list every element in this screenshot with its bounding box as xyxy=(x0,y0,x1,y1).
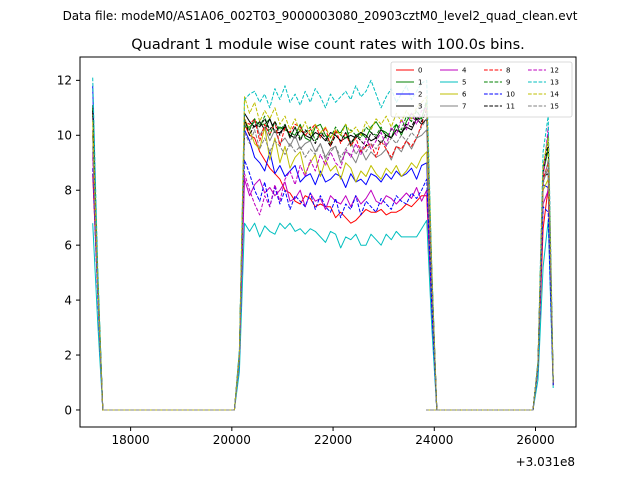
series-line-7 xyxy=(92,118,554,411)
legend-label-8: 8 xyxy=(506,67,510,75)
legend-label-7: 7 xyxy=(462,103,466,111)
legend-label-2: 2 xyxy=(418,91,422,99)
y-tick-label: 2 xyxy=(64,348,72,362)
chart-title: Quadrant 1 module wise count rates with … xyxy=(131,37,525,53)
legend-label-6: 6 xyxy=(462,91,467,99)
legend-label-12: 12 xyxy=(550,67,559,75)
legend-label-15: 15 xyxy=(550,103,559,111)
y-tick-label: 4 xyxy=(64,293,72,307)
series-line-15 xyxy=(92,118,554,411)
series-line-0 xyxy=(92,123,554,411)
y-axis: 0 2 4 6 8 10 12 xyxy=(57,74,80,417)
legend-label-1: 1 xyxy=(418,79,422,87)
plot-frame xyxy=(79,56,577,428)
figure-suptitle: Data file: modeM0/AS1A06_002T03_90000030… xyxy=(63,9,578,23)
series-line-2 xyxy=(92,85,554,411)
x-tick-label: 20000 xyxy=(213,433,251,447)
series-line-13 xyxy=(92,77,554,411)
legend-label-13: 13 xyxy=(550,79,559,87)
legend-label-9: 9 xyxy=(506,79,510,87)
x-tick-label: 24000 xyxy=(415,433,453,447)
series-line-4 xyxy=(92,151,554,411)
x-tick-label: 22000 xyxy=(314,433,352,447)
x-tick-label: 26000 xyxy=(516,433,554,447)
legend-label-4: 4 xyxy=(462,67,467,75)
legend-label-14: 14 xyxy=(550,91,559,99)
legend-label-0: 0 xyxy=(418,67,422,75)
legend-label-11: 11 xyxy=(506,103,515,111)
series-line-8 xyxy=(92,107,554,411)
legend-label-10: 10 xyxy=(506,91,515,99)
x-tick-label: 18000 xyxy=(112,433,150,447)
series-layer xyxy=(92,77,554,411)
series-line-6 xyxy=(92,118,554,411)
y-tick-label: 12 xyxy=(57,74,72,88)
legend-label-3: 3 xyxy=(418,103,422,111)
legend-box xyxy=(390,61,573,118)
y-tick-label: 0 xyxy=(64,403,72,417)
series-line-11 xyxy=(92,110,554,411)
y-tick-label: 6 xyxy=(64,238,72,252)
y-tick-label: 10 xyxy=(57,129,72,143)
y-tick-label: 8 xyxy=(64,184,72,198)
series-line-10 xyxy=(92,159,554,411)
series-line-5 xyxy=(92,219,554,411)
x-offset-label: +3.031e8 xyxy=(516,455,575,469)
plot-area xyxy=(80,57,576,427)
x-axis: 18000 20000 22000 24000 26000 xyxy=(112,427,555,447)
legend-label-5: 5 xyxy=(462,79,466,87)
